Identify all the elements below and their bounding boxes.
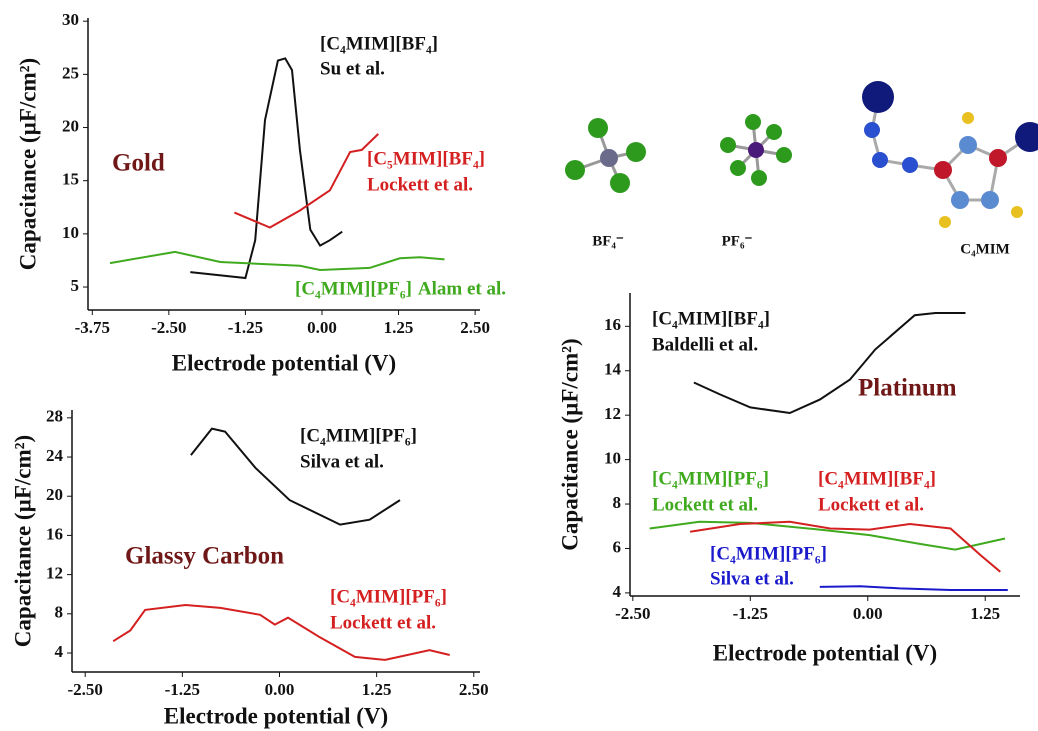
x-tick-label: -3.75	[75, 318, 110, 337]
y-tick-label: 4	[613, 582, 622, 601]
y-tick-label: 15	[62, 170, 79, 189]
panel-label: Glassy Carbon	[125, 543, 284, 570]
series-name: [C₄MIM][BF₄]	[320, 33, 438, 54]
x-tick-label: -1.25	[733, 604, 768, 623]
x-tick-label: 1.25	[384, 318, 414, 337]
x-tick-label: -2.50	[68, 680, 103, 699]
series-source: Su et al.	[320, 58, 385, 79]
y-tick-label: 8	[55, 603, 64, 622]
y-tick-label: 5	[71, 276, 80, 295]
molecule-label: BF₄⁻	[592, 233, 624, 249]
x-tick-label: -1.25	[165, 680, 200, 699]
y-tick-label: 6	[613, 537, 622, 556]
series-name: [C₄MIM][BF₄]	[652, 308, 770, 329]
panel-label: Gold	[112, 150, 165, 177]
y-tick-label: 20	[46, 485, 63, 504]
series-source: Lockett et al.	[652, 494, 758, 515]
series-line	[650, 522, 1005, 550]
x-axis-label: Electrode potential (V)	[172, 350, 396, 375]
y-tick-label: 12	[604, 404, 621, 423]
series-line	[190, 58, 342, 278]
molecule-label: C₄MIM	[960, 241, 1009, 257]
x-tick-label: 2.50	[459, 680, 489, 699]
series-source: Lockett et al.	[367, 174, 473, 195]
y-tick-label: 10	[604, 449, 621, 468]
y-tick-label: 14	[604, 360, 622, 379]
y-tick-label: 30	[62, 10, 79, 29]
molecule-label: PF₆⁻	[722, 233, 753, 249]
y-axis-label: Capacitance (µF/cm²)	[557, 338, 582, 550]
y-tick-label: 24	[46, 446, 64, 465]
molecule-bf4	[565, 118, 646, 193]
x-tick-label: 0.00	[853, 604, 883, 623]
y-tick-label: 25	[62, 63, 79, 82]
y-axis-label: Capacitance (µF/cm²)	[15, 58, 40, 270]
x-tick-label: 1.25	[362, 680, 392, 699]
molecule-c4mim	[862, 81, 1038, 228]
y-tick-label: 16	[46, 524, 63, 543]
molecule-pf6	[720, 114, 792, 186]
series-line	[820, 586, 1008, 590]
series-name: [C₅MIM][BF₄]	[367, 148, 485, 169]
series-source: Baldelli et al.	[652, 334, 758, 355]
y-tick-label: 10	[62, 223, 79, 242]
series-source: Alam et al.	[418, 278, 506, 299]
y-axis-label: Capacitance (µF/cm²)	[10, 435, 35, 647]
series-line	[234, 134, 378, 228]
y-tick-label: 20	[62, 116, 79, 135]
series-name: [C₄MIM][PF₆]	[710, 543, 827, 564]
series-source: Lockett et al.	[330, 612, 436, 633]
x-axis-label: Electrode potential (V)	[713, 640, 937, 665]
panel-label: Platinum	[858, 375, 957, 402]
y-tick-label: 4	[55, 642, 64, 661]
series-name: [C₄MIM][PF₆]	[330, 586, 447, 607]
series-source: Lockett et al.	[818, 494, 924, 515]
series-name: [C₄MIM][PF₆]	[300, 425, 417, 446]
x-tick-label: -2.50	[615, 604, 650, 623]
x-tick-label: 1.25	[970, 604, 1000, 623]
figure: BF₄⁻ PF₆⁻ C₄MIM 5 10 15 20 25 30 -3.75 -2.50 -1.…	[0, 0, 1038, 731]
x-tick-label: 0.00	[307, 318, 337, 337]
series-name: [C₄MIM][BF₄]	[818, 468, 936, 489]
x-tick-label: -2.50	[151, 318, 186, 337]
y-tick-label: 12	[46, 564, 63, 583]
y-tick-label: 16	[604, 315, 621, 334]
series-source: Silva et al.	[710, 568, 794, 589]
y-tick-label: 8	[613, 493, 622, 512]
series-source: Silva et al.	[300, 451, 384, 472]
series-name: [C₄MIM][PF₆]	[295, 278, 412, 299]
x-tick-label: 0.00	[265, 680, 295, 699]
x-tick-label: -1.25	[228, 318, 263, 337]
series-line	[110, 252, 445, 270]
x-axis-label: Electrode potential (V)	[164, 703, 388, 728]
x-tick-label: 2.50	[460, 318, 490, 337]
series-name: [C₄MIM][PF₆]	[652, 468, 769, 489]
y-tick-label: 28	[46, 407, 63, 426]
